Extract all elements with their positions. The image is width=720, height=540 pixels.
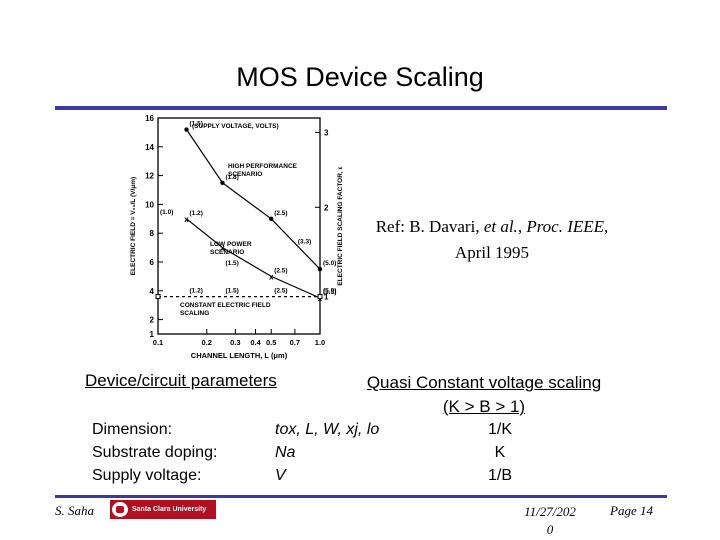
footer-date-line1: 11/27/202 bbox=[524, 504, 576, 519]
header-scaling: Quasi Constant voltage scaling (K > B > … bbox=[336, 371, 632, 419]
reference-citation: Ref: B. Davari, et al., Proc. IEEE, Apri… bbox=[360, 214, 624, 266]
series-line-0 bbox=[186, 129, 321, 270]
footer-author: S. Saha bbox=[55, 503, 94, 518]
param-labels: Dimension: Substrate doping: Supply volt… bbox=[92, 418, 217, 487]
x-tick-label-3: 0.4 bbox=[250, 338, 261, 347]
voltage-label-2-2: (2.5) bbox=[274, 288, 287, 295]
voltage-label-2-1: (1.5) bbox=[225, 288, 238, 295]
x-tick-label-5: 0.7 bbox=[290, 338, 300, 347]
param-symbol-dimension: tox, L, W, xj, lo bbox=[275, 421, 380, 438]
param-label-dimension: Dimension: bbox=[92, 421, 173, 438]
plot-frame bbox=[157, 117, 321, 335]
footer-page-number: Page 14 bbox=[610, 503, 653, 518]
param-symbol-voltage: V bbox=[275, 467, 286, 484]
logo-text: Santa Clara University bbox=[132, 506, 207, 513]
point-0-1 bbox=[220, 180, 225, 185]
point-0-2 bbox=[269, 216, 274, 221]
high-perf-label: HIGH PERFORMANCE bbox=[228, 163, 298, 170]
voltage-label-0-2: (2.5) bbox=[274, 210, 287, 217]
x-tick-label-4: 0.5 bbox=[266, 338, 276, 347]
voltage-label-1-1: (2.5) bbox=[274, 267, 287, 274]
slide-title: MOS Device Scaling bbox=[236, 62, 484, 92]
scaling-chart: 1 2 4 6 8 10 12 14 16 0.1 0.2 0.3 0.4 0.5 0.7 1.0 1 2 3 ELE… bbox=[120, 112, 355, 362]
supply-voltage-note: (SUPPLY VOLTAGE, VOLTS) bbox=[192, 123, 279, 130]
y-tick-label-5: 10 bbox=[145, 200, 154, 209]
param-label-voltage: Supply voltage: bbox=[92, 467, 202, 484]
y-tick-label-6: 12 bbox=[145, 172, 154, 181]
param-value-doping: K bbox=[494, 444, 506, 461]
footer-date: 11/27/202 0 bbox=[515, 503, 585, 539]
university-logo: Santa Clara University bbox=[110, 500, 216, 519]
x-tick-label-6: 1.0 bbox=[315, 338, 325, 347]
ref-etal: et al. bbox=[483, 217, 518, 236]
low-power-label: LOW POWER bbox=[210, 241, 252, 248]
series-line-1 bbox=[186, 218, 321, 299]
ref-prefix: Ref: B. Davari, bbox=[375, 217, 484, 236]
y-tick-label-8: 16 bbox=[145, 114, 154, 123]
voltage-label-2-3: (5.0) bbox=[323, 288, 336, 295]
point-0-3 bbox=[317, 267, 323, 272]
x-tick-label-1: 0.2 bbox=[202, 338, 212, 347]
footer-date-line2: 0 bbox=[546, 522, 554, 537]
high-perf-label-2: SCENARIO bbox=[228, 171, 262, 178]
header-device-params: Device/circuit parameters bbox=[85, 371, 277, 390]
point-1-0: x bbox=[184, 215, 189, 224]
voltage-label-2-0: (1.2) bbox=[190, 288, 203, 295]
y-tick-label-2: 4 bbox=[150, 287, 155, 296]
point-2-0 bbox=[155, 294, 161, 300]
title-divider bbox=[55, 106, 667, 110]
point-1-2: x bbox=[269, 272, 274, 281]
ref-date: , April 1995 bbox=[454, 217, 609, 262]
y2-axis-title: ELECTRIC FIELD SCALING FACTOR, ε bbox=[337, 166, 344, 285]
low-power-label-2: SCENARIO bbox=[210, 249, 244, 256]
voltage-label-1-2: (1.5) bbox=[225, 260, 238, 267]
voltage-label-0-3: (3.3) bbox=[298, 239, 311, 246]
ref-journal: Proc. IEEE bbox=[526, 217, 605, 236]
header-scaling-line2: (K > B > 1) bbox=[442, 397, 526, 416]
point-2-1 bbox=[317, 294, 323, 300]
x-tick-label-2: 0.3 bbox=[230, 338, 240, 347]
param-value-voltage: 1/B bbox=[487, 467, 512, 484]
footer-divider bbox=[55, 495, 667, 498]
param-symbols: tox, L, W, xj, lo Na V bbox=[275, 418, 379, 487]
y2-tick-label-2: 3 bbox=[324, 128, 329, 137]
voltage-label-0-4: (5.0) bbox=[323, 260, 336, 267]
voltage-label-1-3: (3.3) bbox=[323, 289, 336, 296]
param-label-doping: Substrate doping: bbox=[92, 444, 218, 461]
voltage-label-0-0: (1.5) bbox=[190, 121, 203, 128]
y-tick-label-7: 14 bbox=[145, 143, 154, 152]
y2-tick-label-1: 2 bbox=[324, 203, 329, 212]
point-0-0 bbox=[184, 127, 189, 132]
y-axis-title: ELECTRIC FIELD = V₀₀/L (V/μm) bbox=[130, 177, 137, 275]
y-tick-label-4: 8 bbox=[150, 229, 155, 238]
constant-field-label-2: SCALING bbox=[180, 310, 209, 317]
point-1-1: x bbox=[220, 244, 225, 253]
x-axis-title: CHANNEL LENGTH, L (μm) bbox=[191, 351, 288, 360]
y2-tick-label-0: 1 bbox=[324, 293, 329, 302]
header-scaling-line1: Quasi Constant voltage scaling bbox=[366, 373, 602, 392]
voltage-label-1-0: (1.2) bbox=[190, 210, 203, 217]
param-value-dimension: 1/K bbox=[487, 421, 512, 438]
y-tick-label-1: 2 bbox=[150, 316, 155, 325]
y-tick-label-0: 1 bbox=[150, 330, 155, 339]
x-tick-label-0: 0.1 bbox=[153, 338, 163, 347]
voltage-label-0-1: (1.8) bbox=[225, 174, 238, 181]
param-values: 1/K K 1/B bbox=[440, 418, 560, 487]
param-symbol-doping: Na bbox=[275, 444, 296, 461]
y-tick-label-3: 6 bbox=[150, 258, 155, 267]
voltage-label-1v: (1.0) bbox=[160, 209, 173, 216]
constant-field-label: CONSTANT ELECTRIC FIELD bbox=[180, 302, 271, 309]
ref-comma: , bbox=[517, 217, 527, 236]
university-seal-icon bbox=[112, 502, 128, 517]
